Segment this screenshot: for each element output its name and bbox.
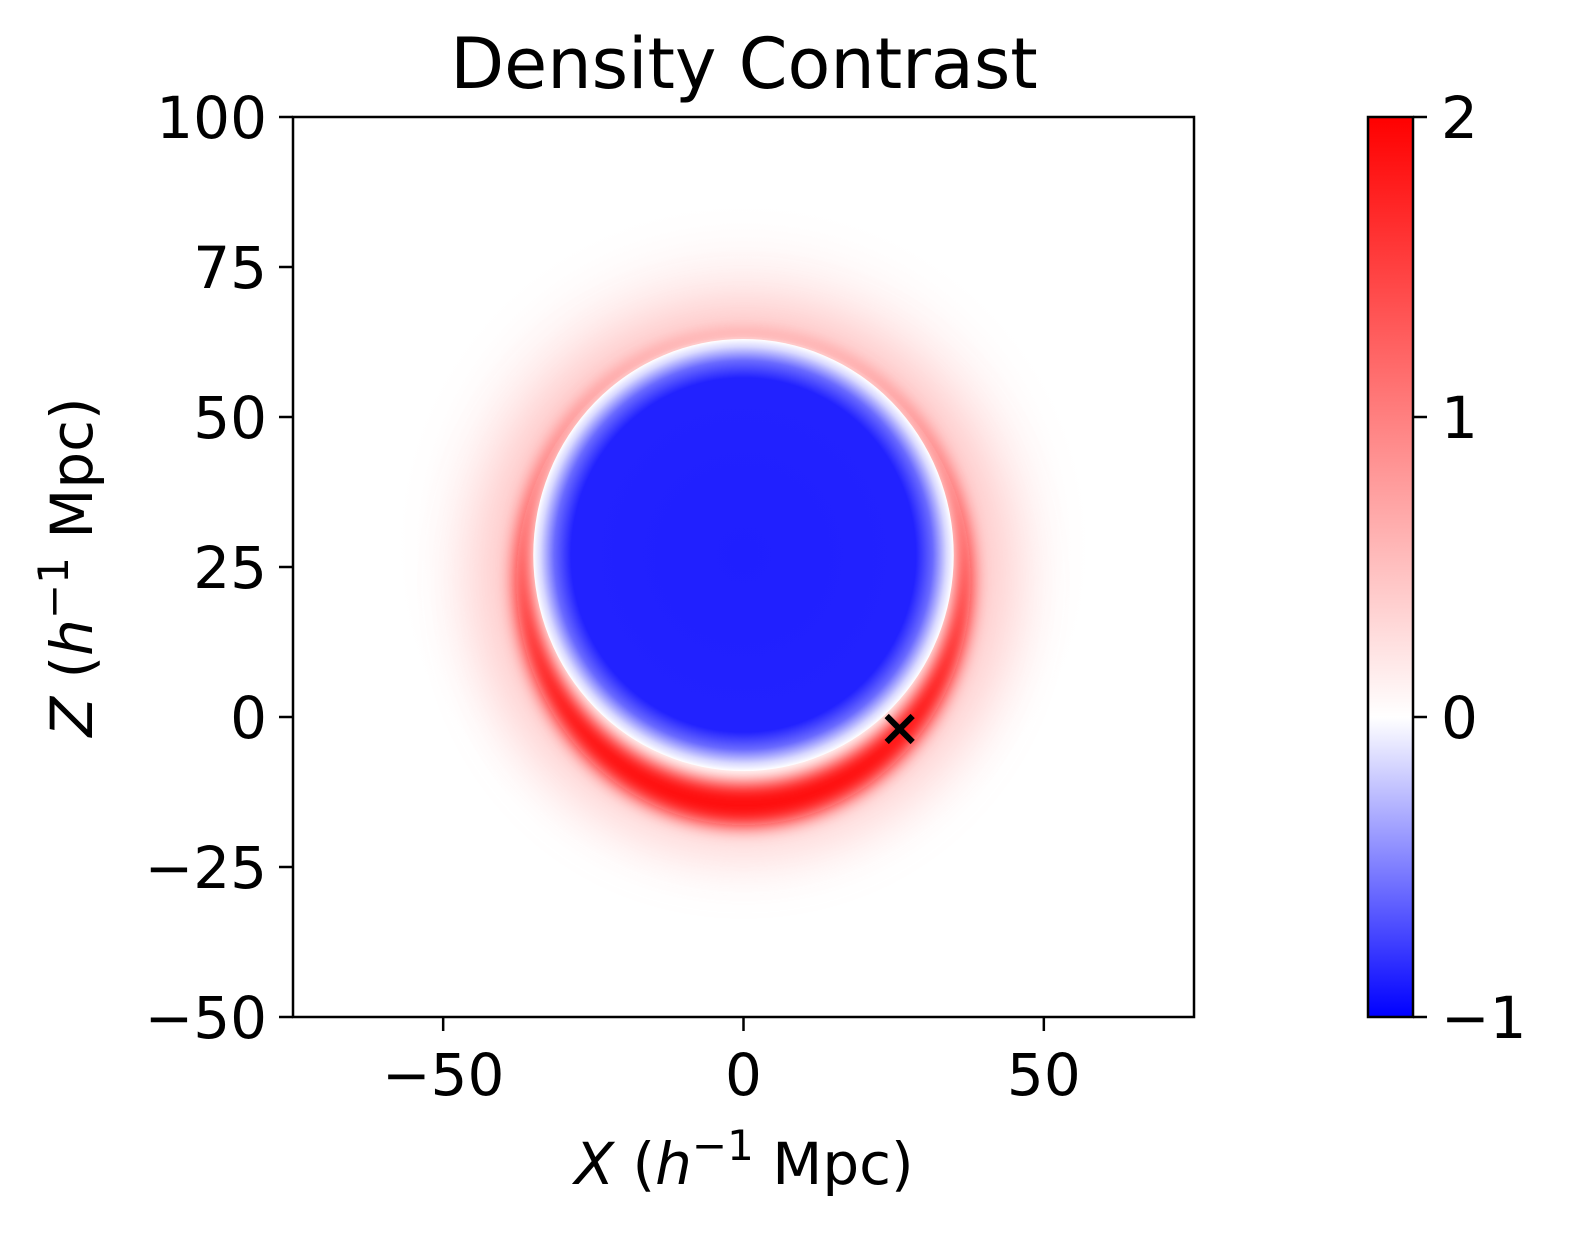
heatmap-area [293,117,1194,1017]
x-axis-h: h [655,1130,692,1198]
chart-title: Density Contrast [450,23,1037,105]
x-tick-label: 0 [725,1041,762,1109]
x-axis-var: X [571,1130,615,1198]
colorbar-tick-label: 0 [1441,684,1478,752]
y-tick-label: −25 [145,834,267,902]
x-axis-exponent: −1 [692,1121,754,1170]
colorbar [1366,115,1415,1019]
colorbar-tick-label: 2 [1441,84,1478,152]
y-axis-exponent: −1 [29,557,78,619]
y-tick-label: −50 [145,984,267,1052]
x-axis-unit: Mpc) [754,1130,914,1198]
y-tick-label: 75 [193,234,267,302]
void-underdensity [533,339,954,771]
colorbar-axis: −1 0 1 2 [1413,84,1527,1052]
y-tick-label: 50 [193,384,267,452]
y-tick-label: 0 [230,684,267,752]
y-axis-open: ( [38,656,106,697]
y-tick-label: 25 [193,534,267,602]
marker-x [884,713,915,745]
y-axis-unit: Mpc) [38,397,106,557]
y-axis-var: Z [38,696,106,739]
x-tick-label: 50 [1007,1041,1081,1109]
x-axis-title: X (h−1 Mpc) [571,1121,913,1198]
colorbar-tick-label: −1 [1441,984,1527,1052]
x-tick-label: −50 [382,1041,504,1109]
y-axis-h: h [38,619,106,656]
colorbar-tick-label: 1 [1441,384,1478,452]
y-axis-title: Z (h−1 Mpc) [29,397,106,738]
y-tick-label: 100 [156,84,267,152]
x-axis-open: ( [614,1130,655,1198]
x-axis: −50 0 50 [382,1017,1081,1109]
y-axis: −50 −25 0 25 50 75 100 [145,84,293,1052]
